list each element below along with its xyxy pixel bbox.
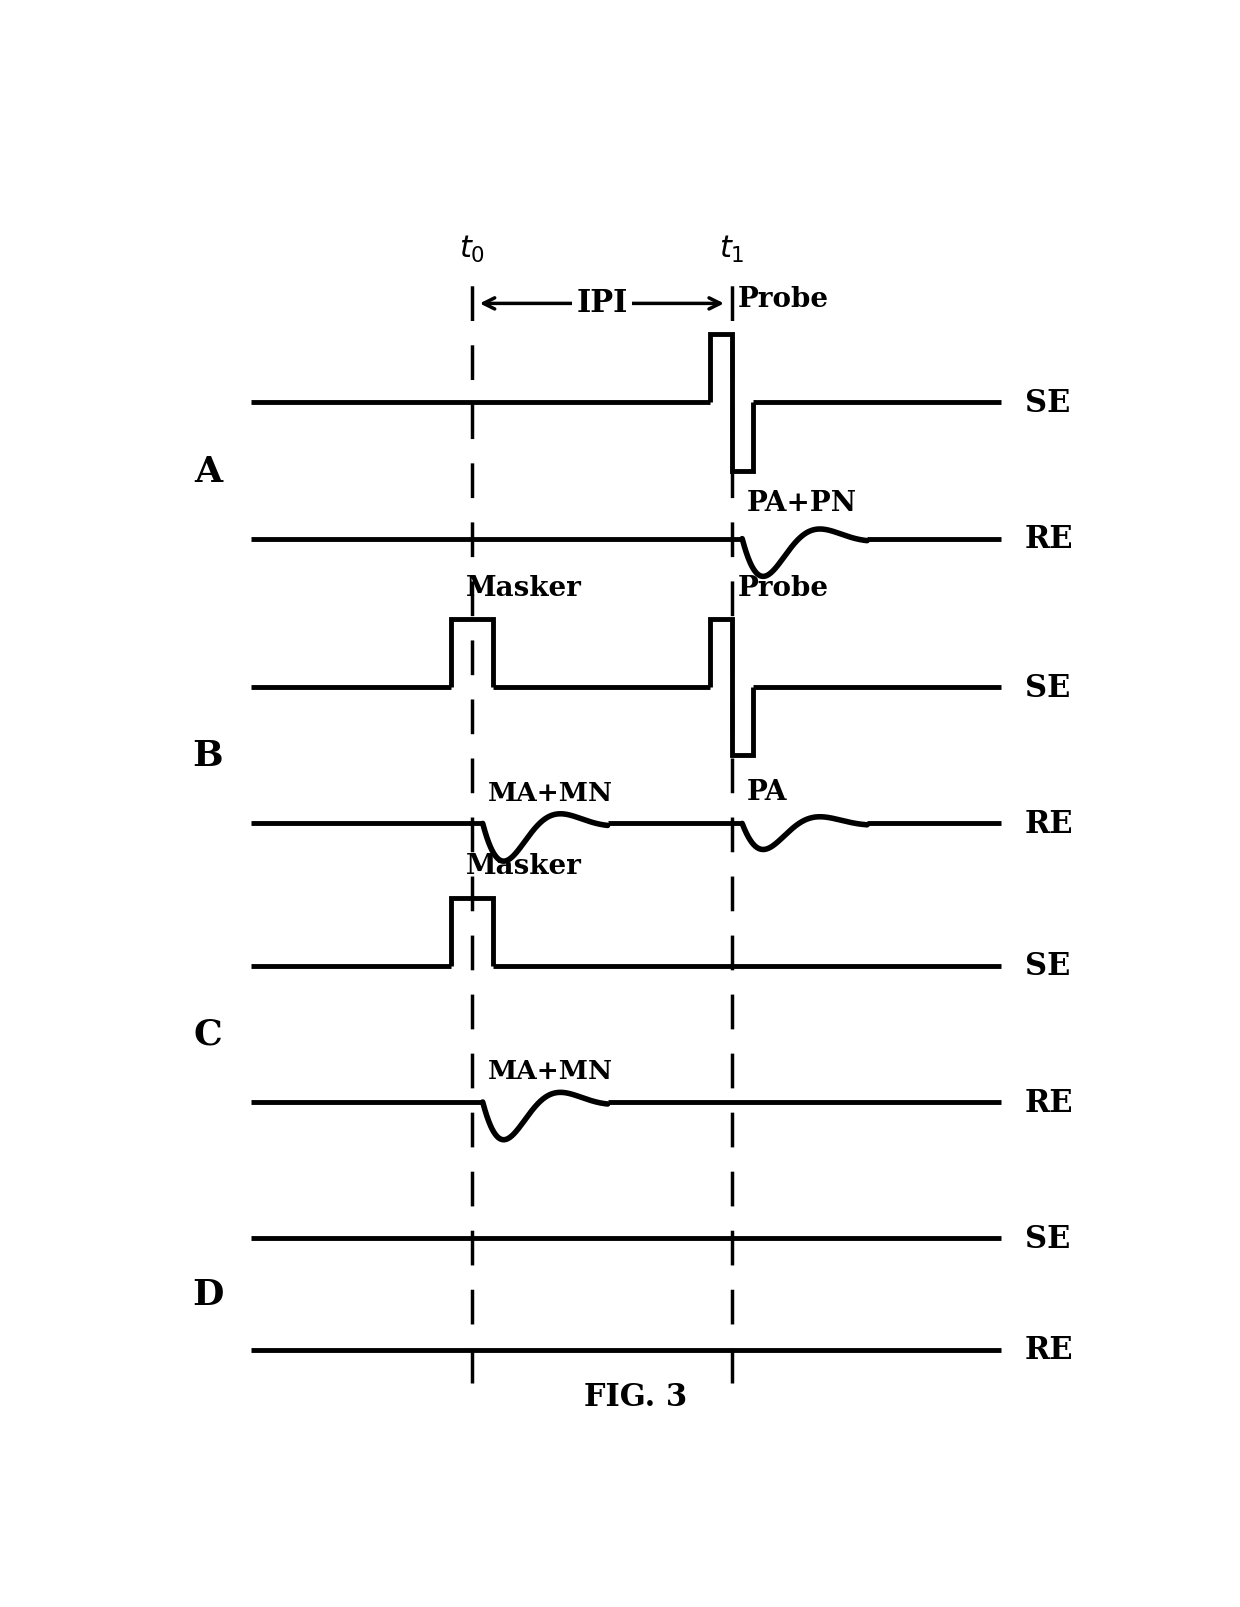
- Text: IPI: IPI: [577, 288, 627, 318]
- Text: RE: RE: [1024, 1086, 1074, 1118]
- Text: PA: PA: [746, 778, 787, 805]
- Text: PA+PN: PA+PN: [746, 490, 857, 517]
- Text: B: B: [192, 739, 223, 773]
- Text: RE: RE: [1024, 524, 1074, 554]
- Text: A: A: [193, 455, 222, 489]
- Text: SE: SE: [1024, 672, 1070, 704]
- Text: MA+MN: MA+MN: [487, 781, 613, 805]
- Text: Probe: Probe: [738, 574, 830, 601]
- Text: $t_0$: $t_0$: [459, 233, 485, 265]
- Text: RE: RE: [1024, 808, 1074, 839]
- Text: Masker: Masker: [466, 853, 582, 879]
- Text: FIG. 3: FIG. 3: [584, 1380, 687, 1411]
- Text: SE: SE: [1024, 387, 1070, 419]
- Text: MA+MN: MA+MN: [487, 1059, 613, 1083]
- Text: SE: SE: [1024, 1223, 1070, 1253]
- Text: D: D: [192, 1278, 223, 1311]
- Text: RE: RE: [1024, 1334, 1074, 1366]
- Text: SE: SE: [1024, 951, 1070, 982]
- Text: $t_1$: $t_1$: [719, 233, 744, 265]
- Text: Masker: Masker: [466, 574, 582, 601]
- Text: C: C: [193, 1017, 222, 1051]
- Text: Probe: Probe: [738, 286, 830, 313]
